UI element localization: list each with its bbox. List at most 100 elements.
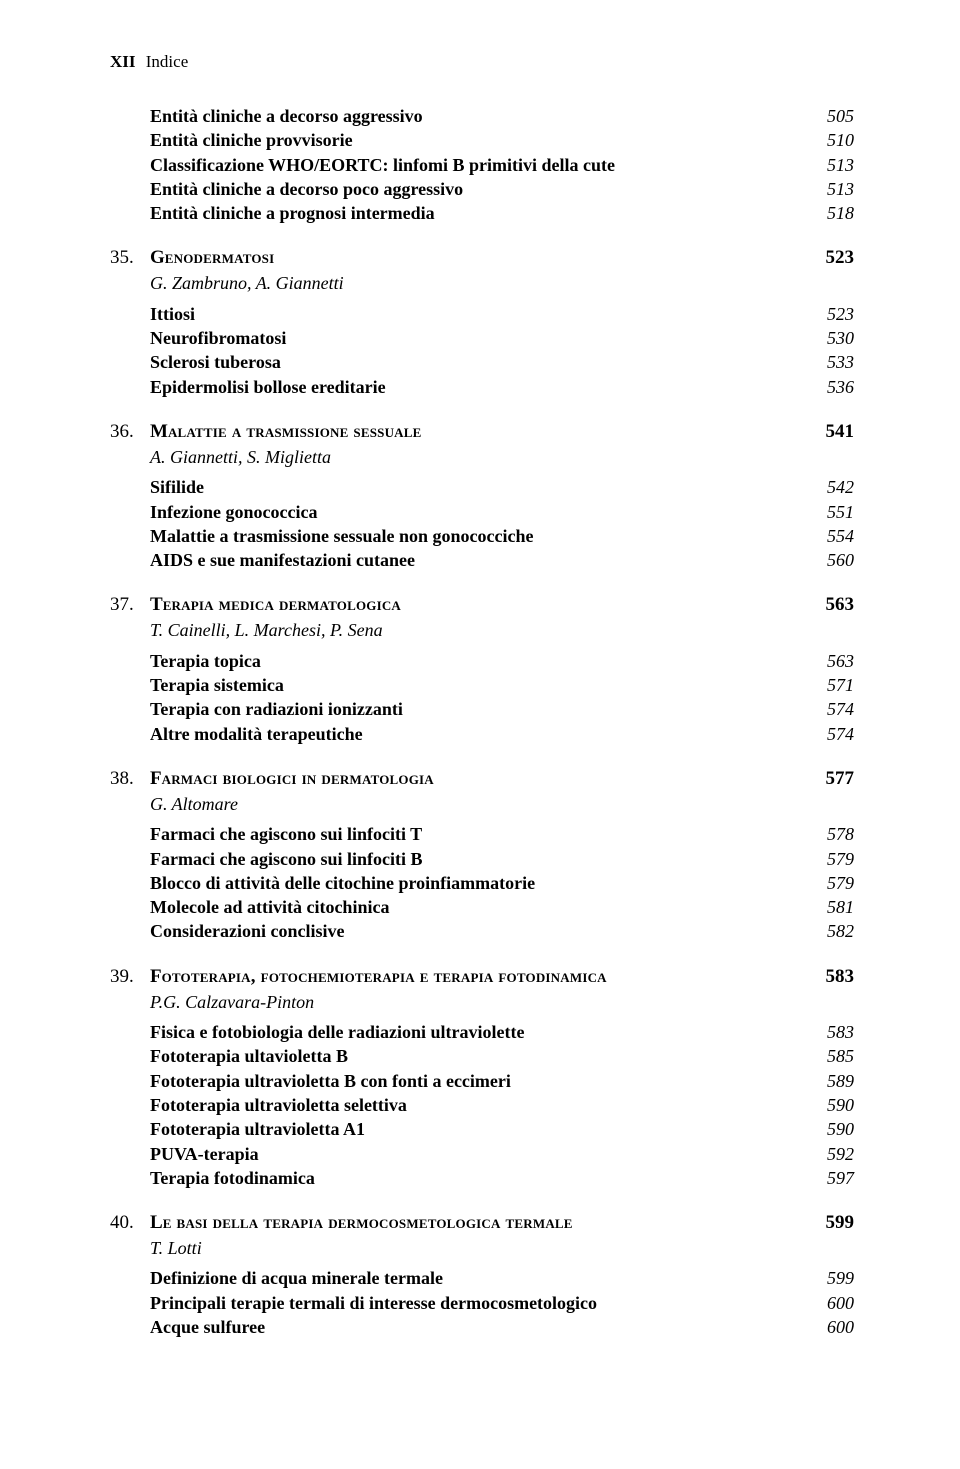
toc-chapter-page: 577 (826, 768, 855, 790)
toc-sub-entry: Ittiosi523 (150, 302, 854, 326)
toc-sub-entry: Terapia sistemica571 (150, 673, 854, 697)
toc-sub-label: PUVA-terapia (150, 1142, 827, 1166)
toc-sub-entry: Altre modalità terapeutiche574 (150, 722, 854, 746)
toc-chapter-title: Farmaci biologici in dermatologia (150, 768, 826, 790)
toc-sub-label: Blocco di attività delle citochine proin… (150, 871, 827, 895)
toc-sub-entry: Farmaci che agiscono sui linfociti B579 (150, 847, 854, 871)
toc-sub-entry: Terapia fotodinamica597 (150, 1166, 854, 1190)
toc-sub-entry: Fototerapia ultavioletta B585 (150, 1044, 854, 1068)
toc-sub-page: 585 (827, 1044, 854, 1068)
toc-sub-block: Fisica e fotobiologia delle radiazioni u… (150, 1020, 854, 1190)
toc-sub-page: 542 (827, 475, 854, 499)
chapters-container: 35.Genodermatosi523G. Zambruno, A. Giann… (110, 247, 854, 1339)
toc-sub-label: Fototerapia ultravioletta A1 (150, 1117, 827, 1141)
toc-sub-block: Sifilide542Infezione gonococcica551Malat… (150, 475, 854, 572)
toc-sub-label: Altre modalità terapeutiche (150, 722, 827, 746)
toc-sub-entry: Definizione di acqua minerale termale599 (150, 1266, 854, 1290)
toc-chapter: 39.Fototerapia, fotochemioterapia e tera… (110, 966, 854, 1190)
toc-sub-entry: AIDS e sue manifestazioni cutanee560 (150, 548, 854, 572)
toc-sub-page: 560 (827, 548, 854, 572)
page: XII Indice Entità cliniche a decorso agg… (0, 0, 960, 1469)
toc-sub-label: Considerazioni conclisive (150, 919, 827, 943)
toc-sub-entry: Principali terapie termali di interesse … (150, 1291, 854, 1315)
toc-chapter-authors: P.G. Calzavara-Pinton (150, 990, 854, 1014)
toc-sub-page: 592 (827, 1142, 854, 1166)
toc-sub-page: 505 (827, 104, 854, 128)
toc-chapter-number: 38. (110, 768, 150, 790)
toc-sub-block: Definizione di acqua minerale termale599… (150, 1266, 854, 1339)
toc-sub-entry: Sifilide542 (150, 475, 854, 499)
page-number: XII (110, 52, 136, 71)
toc-chapter: 38.Farmaci biologici in dermatologia577G… (110, 768, 854, 944)
toc-sub-entry: Blocco di attività delle citochine proin… (150, 871, 854, 895)
toc-chapter: 35.Genodermatosi523G. Zambruno, A. Giann… (110, 247, 854, 398)
toc-sub-label: Classificazione WHO/EORTC: linfomi B pri… (150, 153, 827, 177)
toc-sub-label: Terapia sistemica (150, 673, 827, 697)
toc-chapter-head: 36.Malattie a trasmissione sessuale541 (110, 421, 854, 443)
toc-chapter-page: 563 (826, 594, 855, 616)
toc-sub-entry: Fototerapia ultravioletta A1590 (150, 1117, 854, 1141)
toc-sub-label: Molecole ad attività citochinica (150, 895, 827, 919)
toc-sub-page: 523 (827, 302, 854, 326)
toc-sub-label: Entità cliniche a prognosi intermedia (150, 201, 827, 225)
toc-sub-entry: Terapia con radiazioni ionizzanti574 (150, 697, 854, 721)
toc-sub-entry: Fototerapia ultravioletta selettiva590 (150, 1093, 854, 1117)
toc-chapter-page: 523 (826, 247, 855, 269)
toc-chapter: 37.Terapia medica dermatologica563T. Cai… (110, 594, 854, 745)
toc-sub-page: 563 (827, 649, 854, 673)
toc-sub-entry: Sclerosi tuberosa533 (150, 350, 854, 374)
toc-sub-entry: Considerazioni conclisive582 (150, 919, 854, 943)
toc-sub-page: 578 (827, 822, 854, 846)
toc-chapter-title: Terapia medica dermatologica (150, 594, 826, 616)
toc-sub-label: Terapia fotodinamica (150, 1166, 827, 1190)
toc-chapter-number: 35. (110, 247, 150, 269)
toc-chapter-title: Malattie a trasmissione sessuale (150, 421, 826, 443)
toc-sub-page: 571 (827, 673, 854, 697)
toc-sub-entry: Farmaci che agiscono sui linfociti T578 (150, 822, 854, 846)
toc-sub-entry: Fisica e fotobiologia delle radiazioni u… (150, 1020, 854, 1044)
toc-sub-label: Sclerosi tuberosa (150, 350, 827, 374)
toc-chapter-title: Le basi della terapia dermocosmetologica… (150, 1212, 826, 1234)
toc-sub-entry: Terapia topica563 (150, 649, 854, 673)
toc-sub-label: Sifilide (150, 475, 827, 499)
toc-sub-label: Entità cliniche a decorso poco aggressiv… (150, 177, 827, 201)
toc-sub-label: Farmaci che agiscono sui linfociti T (150, 822, 827, 846)
toc-chapter-page: 541 (826, 421, 855, 443)
toc-sub-label: Terapia con radiazioni ionizzanti (150, 697, 827, 721)
toc-sub-entry: PUVA-terapia592 (150, 1142, 854, 1166)
toc-sub-label: Ittiosi (150, 302, 827, 326)
toc-sub-page: 589 (827, 1069, 854, 1093)
toc-sub-page: 554 (827, 524, 854, 548)
toc-chapter-head: 39.Fototerapia, fotochemioterapia e tera… (110, 966, 854, 988)
toc-sub-page: 582 (827, 919, 854, 943)
toc-sub-entry: Classificazione WHO/EORTC: linfomi B pri… (150, 153, 854, 177)
toc-chapter-number: 40. (110, 1212, 150, 1234)
toc-sub-entry: Entità cliniche a decorso poco aggressiv… (150, 177, 854, 201)
toc-sub-label: Entità cliniche a decorso aggressivo (150, 104, 827, 128)
toc-chapter-authors: G. Altomare (150, 792, 854, 816)
toc-sub-entry: Malattie a trasmissione sessuale non gon… (150, 524, 854, 548)
toc-sub-entry: Fototerapia ultravioletta B con fonti a … (150, 1069, 854, 1093)
toc-chapter-page: 599 (826, 1212, 855, 1234)
toc-sub-page: 536 (827, 375, 854, 399)
toc-sub-entry: Epidermolisi bollose ereditarie536 (150, 375, 854, 399)
toc-sub-page: 600 (827, 1291, 854, 1315)
toc-sub-entry: Neurofibromatosi530 (150, 326, 854, 350)
toc-sub-label: AIDS e sue manifestazioni cutanee (150, 548, 827, 572)
toc-sub-label: Terapia topica (150, 649, 827, 673)
toc-chapter: 40.Le basi della terapia dermocosmetolog… (110, 1212, 854, 1339)
toc-sub-label: Fototerapia ultravioletta B con fonti a … (150, 1069, 827, 1093)
toc-chapter-authors: G. Zambruno, A. Giannetti (150, 271, 854, 295)
toc-sub-page: 510 (827, 128, 854, 152)
toc-sub-label: Fisica e fotobiologia delle radiazioni u… (150, 1020, 827, 1044)
toc-chapter-number: 36. (110, 421, 150, 443)
toc-sub-label: Malattie a trasmissione sessuale non gon… (150, 524, 827, 548)
toc-sub-block: Terapia topica563Terapia sistemica571Ter… (150, 649, 854, 746)
toc-sub-entry: Infezione gonococcica551 (150, 500, 854, 524)
toc-chapter-authors: T. Cainelli, L. Marchesi, P. Sena (150, 618, 854, 642)
toc-sub-page: 574 (827, 697, 854, 721)
toc-sub-page: 579 (827, 871, 854, 895)
toc-sub-block: Ittiosi523Neurofibromatosi530Sclerosi tu… (150, 302, 854, 399)
toc-sub-entry: Entità cliniche a decorso aggressivo 505 (150, 104, 854, 128)
toc-sub-page: 530 (827, 326, 854, 350)
